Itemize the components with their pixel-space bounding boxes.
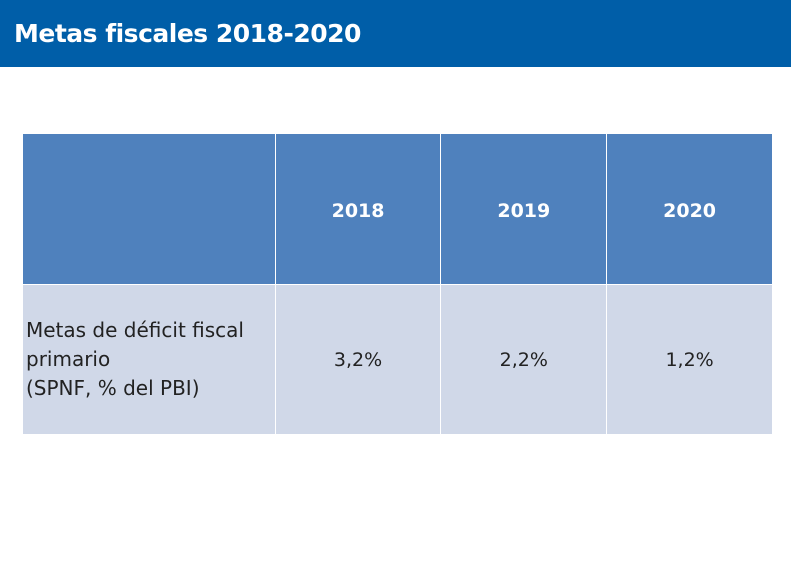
row-label: Metas de déficit fiscal primario (SPNF, … [22, 284, 276, 435]
column-header-2019: 2019 [440, 133, 608, 285]
column-header-2020: 2020 [606, 133, 773, 285]
cell-2019: 2,2% [440, 284, 608, 435]
table-row: Metas de déficit fiscal primario (SPNF, … [22, 284, 773, 435]
cell-2018: 3,2% [274, 284, 442, 435]
column-header-2018: 2018 [274, 133, 442, 285]
fiscal-targets-table: 2018 2019 2020 Metas de déficit fiscal p… [22, 133, 773, 435]
slide-header: Metas fiscales 2018-2020 [0, 0, 791, 67]
page-title: Metas fiscales 2018-2020 [14, 19, 361, 48]
row-label-line: Metas de déficit fiscal [26, 318, 244, 342]
row-label-line: (SPNF, % del PBI) [26, 376, 200, 400]
column-header-empty [22, 133, 276, 285]
row-label-line: primario [26, 347, 111, 371]
cell-2020: 1,2% [606, 284, 773, 435]
table-header-row: 2018 2019 2020 [22, 133, 773, 285]
